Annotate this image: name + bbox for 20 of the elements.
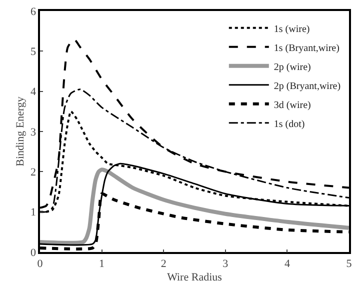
y-tick-label: 1 <box>30 206 36 219</box>
y-tick-label: 5 <box>30 46 37 58</box>
y-tick-label: 4 <box>30 86 37 98</box>
x-tick-label: 5 <box>346 258 352 270</box>
x-tick-label: 3 <box>222 258 229 270</box>
legend-label: 2p (Bryant,wire) <box>274 80 341 92</box>
x-tick-label: 2 <box>160 258 166 270</box>
x-tick-label: 4 <box>284 258 290 270</box>
y-tick-label: 6 <box>30 6 37 18</box>
y-tick-label: 3 <box>30 126 37 138</box>
x-tick-label: 1 <box>99 258 105 270</box>
legend-label: 2p (wire) <box>274 62 311 73</box>
legend-label: 1s (dot) <box>274 118 305 130</box>
legend-label: 3d (wire) <box>274 100 311 111</box>
y-axis-title: Binding Energy <box>14 96 27 166</box>
legend-label: 1s (wire) <box>274 24 310 35</box>
x-axis-title: Wire Radius <box>167 272 222 284</box>
y-tick-label: 2 <box>30 166 36 179</box>
y-tick-label: 0 <box>30 246 37 259</box>
legend-label: 1s (Bryant,wire) <box>274 42 340 54</box>
